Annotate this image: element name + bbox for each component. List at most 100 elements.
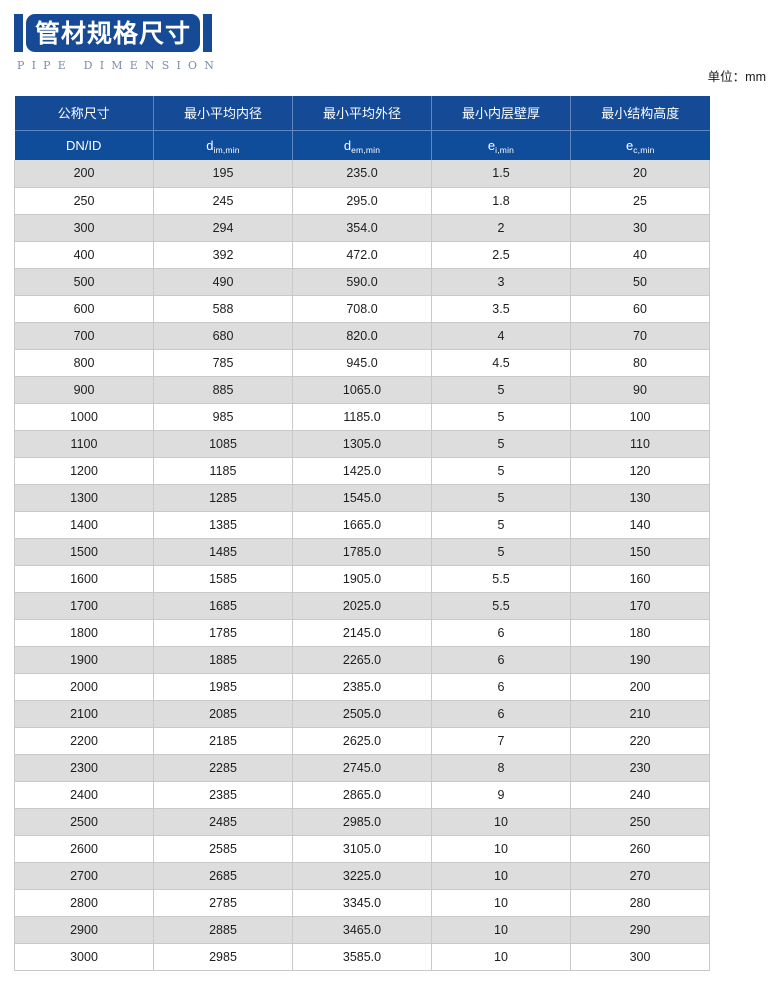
- table-cell: 2100: [14, 700, 154, 728]
- table-cell: 2: [431, 214, 571, 242]
- symbol-sub-2: em,min: [351, 144, 381, 155]
- table-cell: 50: [570, 268, 710, 296]
- table-cell: 4: [431, 322, 571, 350]
- table-cell: 2265.0: [292, 646, 432, 674]
- table-cell: 2885: [153, 916, 293, 944]
- table-row: 3000 2985 3585.0 10 300: [14, 943, 710, 971]
- table-cell: 5: [431, 457, 571, 485]
- table-cell: 354.0: [292, 214, 432, 242]
- table-row: 1300 1285 1545.0 5 130: [14, 484, 710, 512]
- table-cell: 885: [153, 376, 293, 404]
- table-cell: 6: [431, 619, 571, 647]
- table-cell: 3000: [14, 943, 154, 971]
- table-cell: 10: [431, 808, 571, 836]
- table-cell: 1585: [153, 565, 293, 593]
- table-cell: 10: [431, 916, 571, 944]
- symbol-sub-1: im,min: [213, 144, 240, 155]
- table-cell: 295.0: [292, 187, 432, 215]
- table-header: 公称尺寸 最小平均内径 最小平均外径 最小内层壁厚 最小结构高度 DN/ID d…: [14, 96, 710, 160]
- table-cell: 25: [570, 187, 710, 215]
- table-cell: 100: [570, 403, 710, 431]
- table-cell: 490: [153, 268, 293, 296]
- table-cell: 1600: [14, 565, 154, 593]
- column-symbol-min-mean-outer-diameter: dem,min: [292, 129, 432, 160]
- title-badge: 管材规格尺寸: [14, 12, 534, 54]
- table-cell: 70: [570, 322, 710, 350]
- table-cell: 500: [14, 268, 154, 296]
- column-header-min-mean-inner-diameter: 最小平均内径: [153, 96, 293, 130]
- table-cell: 8: [431, 754, 571, 782]
- table-cell: 472.0: [292, 241, 432, 269]
- table-cell: 30: [570, 214, 710, 242]
- table-row: 2600 2585 3105.0 10 260: [14, 835, 710, 863]
- table-body: 200 195 235.0 1.5 20 250 245 295.0 1.8 25 300 294 35…: [14, 160, 710, 971]
- table-cell: 2085: [153, 700, 293, 728]
- table-cell: 6: [431, 673, 571, 701]
- table-cell: 1185.0: [292, 403, 432, 431]
- table-cell: 2500: [14, 808, 154, 836]
- column-header-min-mean-outer-diameter: 最小平均外径: [292, 96, 432, 130]
- table-cell: 2385: [153, 781, 293, 809]
- page-title: 管材规格尺寸: [35, 18, 192, 48]
- table-cell: 40: [570, 241, 710, 269]
- table-cell: 80: [570, 349, 710, 377]
- column-symbol-min-inner-wall-thickness: ei,min: [431, 129, 571, 160]
- table-cell: 985: [153, 403, 293, 431]
- table-cell: 2800: [14, 889, 154, 917]
- table-cell: 170: [570, 592, 710, 620]
- table-cell: 1985: [153, 673, 293, 701]
- table-cell: 2185: [153, 727, 293, 755]
- table-cell: 400: [14, 241, 154, 269]
- table-cell: 2145.0: [292, 619, 432, 647]
- table-row: 300 294 354.0 2 30: [14, 214, 710, 242]
- table-cell: 230: [570, 754, 710, 782]
- table-row: 250 245 295.0 1.8 25: [14, 187, 710, 215]
- table-cell: 150: [570, 538, 710, 566]
- table-cell: 3345.0: [292, 889, 432, 917]
- table-cell: 5.5: [431, 565, 571, 593]
- table-cell: 245: [153, 187, 293, 215]
- table-row: 1800 1785 2145.0 6 180: [14, 619, 710, 647]
- table-cell: 200: [570, 673, 710, 701]
- table-cell: 5.5: [431, 592, 571, 620]
- table-cell: 600: [14, 295, 154, 323]
- table-cell: 1000: [14, 403, 154, 431]
- table-row: 1100 1085 1305.0 5 110: [14, 430, 710, 458]
- table-cell: 708.0: [292, 295, 432, 323]
- table-cell: 130: [570, 484, 710, 512]
- table-row: 2200 2185 2625.0 7 220: [14, 727, 710, 755]
- symbol-base-3: e: [487, 137, 496, 153]
- table-row: 1600 1585 1905.0 5.5 160: [14, 565, 710, 593]
- table-cell: 1885: [153, 646, 293, 674]
- table-cell: 2585: [153, 835, 293, 863]
- table-row: 400 392 472.0 2.5 40: [14, 241, 710, 269]
- table-cell: 110: [570, 430, 710, 458]
- table-cell: 1065.0: [292, 376, 432, 404]
- table-cell: 5: [431, 538, 571, 566]
- badge-right-bar-decoration: [203, 14, 213, 52]
- table-cell: 1305.0: [292, 430, 432, 458]
- table-cell: 1200: [14, 457, 154, 485]
- table-cell: 2.5: [431, 241, 571, 269]
- table-cell: 260: [570, 835, 710, 863]
- table-cell: 2505.0: [292, 700, 432, 728]
- table-cell: 90: [570, 376, 710, 404]
- table-cell: 3465.0: [292, 916, 432, 944]
- table-row: 200 195 235.0 1.5 20: [14, 160, 710, 188]
- spec-table-wrapper: 公称尺寸 最小平均内径 最小平均外径 最小内层壁厚 最小结构高度 DN/ID d…: [14, 96, 710, 971]
- column-symbol-min-mean-inner-diameter: dim,min: [153, 129, 293, 160]
- symbol-base-0: DN/ID: [66, 137, 102, 153]
- table-cell: 6: [431, 646, 571, 674]
- table-cell: 200: [14, 160, 154, 188]
- badge-left-bar-decoration: [14, 14, 23, 52]
- column-header-nominal-size: 公称尺寸: [14, 96, 154, 130]
- page-subtitle: PIPE DIMENSION: [17, 59, 222, 72]
- table-row: 600 588 708.0 3.5 60: [14, 295, 710, 323]
- table-cell: 3585.0: [292, 943, 432, 971]
- table-row: 1200 1185 1425.0 5 120: [14, 457, 710, 485]
- table-cell: 5: [431, 484, 571, 512]
- table-row: 2400 2385 2865.0 9 240: [14, 781, 710, 809]
- column-symbol-nominal-size: DN/ID: [14, 129, 154, 160]
- table-cell: 294: [153, 214, 293, 242]
- table-cell: 2400: [14, 781, 154, 809]
